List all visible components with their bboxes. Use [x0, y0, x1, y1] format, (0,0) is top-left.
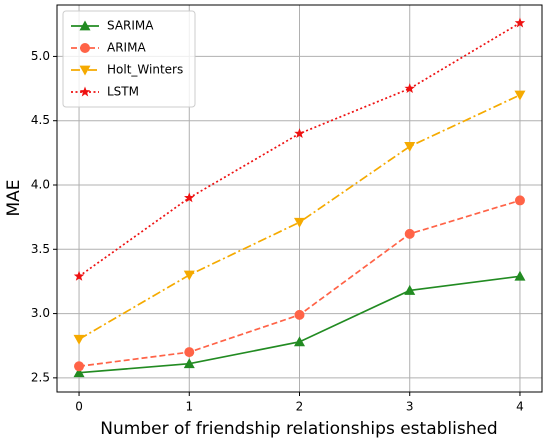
marker: [73, 270, 85, 281]
legend-marker: [80, 43, 90, 53]
x-tick-label: 1: [185, 400, 193, 414]
marker: [514, 17, 526, 28]
y-tick-label: 5.0: [31, 49, 50, 63]
marker: [183, 358, 195, 369]
marker: [404, 83, 415, 94]
marker: [294, 128, 305, 139]
marker: [514, 90, 526, 101]
series-line: [78, 94, 521, 341]
legend-label: SARIMA: [107, 19, 154, 33]
marker: [514, 195, 525, 206]
legend-label: ARIMA: [107, 41, 146, 55]
marker: [294, 217, 305, 228]
x-tick-label: 0: [75, 400, 83, 414]
marker: [184, 192, 195, 203]
y-tick-label: 4.5: [31, 113, 50, 127]
marker: [514, 270, 526, 281]
x-tick-label: 2: [296, 400, 304, 414]
marker: [73, 367, 85, 378]
x-axis-label: Number of friendship relationships estab…: [100, 419, 497, 439]
plot-frame: [56, 4, 543, 393]
legend-box: [62, 10, 196, 108]
marker: [404, 284, 416, 295]
legend-marker: [79, 20, 91, 31]
x-tick-label: 3: [406, 400, 414, 414]
y-tick-label: 3.5: [31, 242, 50, 256]
marker: [184, 347, 195, 358]
marker: [404, 142, 416, 152]
marker: [294, 336, 305, 347]
legend-label: Holt_Winters: [107, 63, 183, 77]
marker: [404, 228, 415, 239]
legend: SARIMA ARIMA Holt_Winters LSTM: [62, 10, 196, 108]
y-axis-label: MAE: [4, 179, 24, 216]
marker: [183, 270, 195, 281]
marker: [294, 309, 305, 320]
legend-marker: [79, 65, 91, 76]
y-tick-label: 3.0: [31, 306, 50, 320]
legend-label: LSTM: [107, 85, 139, 99]
y-tick-label: 2.5: [31, 370, 50, 384]
marker: [73, 334, 85, 345]
x-tick-label: 4: [516, 400, 524, 414]
y-tick-label: 4.0: [31, 178, 50, 192]
marker: [74, 361, 85, 372]
legend-marker: [79, 86, 91, 97]
